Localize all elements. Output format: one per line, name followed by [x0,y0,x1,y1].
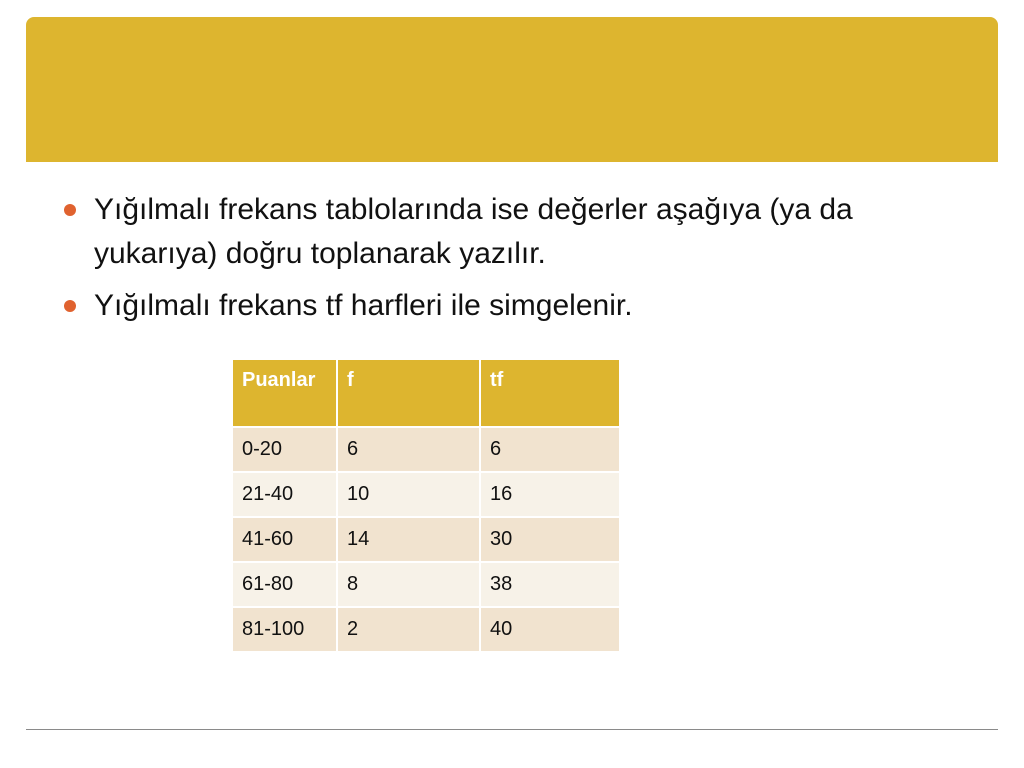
header-f: f [336,358,481,428]
cell-puanlar: 21-40 [231,471,338,518]
bullet-dot-icon [64,300,76,312]
bullet-text: Yığılmalı frekans tf harfleri ile simgel… [94,289,633,322]
bullet-list: Yığılmalı frekans tablolarında ise değer… [64,188,964,336]
cell-f: 6 [336,426,481,473]
cell-puanlar: 61-80 [231,561,338,608]
cell-f: 14 [336,516,481,563]
table-row: 61-80 8 38 [231,561,621,608]
table-row: 21-40 10 16 [231,471,621,518]
table-row: 81-100 2 40 [231,606,621,653]
cell-f: 2 [336,606,481,653]
cell-tf: 38 [479,561,621,608]
footer-divider [26,729,998,730]
cell-puanlar: 0-20 [231,426,338,473]
cell-puanlar: 41-60 [231,516,338,563]
bullet-dot-icon [64,204,76,216]
cell-puanlar: 81-100 [231,606,338,653]
cell-tf: 40 [479,606,621,653]
cell-f: 8 [336,561,481,608]
frequency-table: Puanlar f tf 0-20 6 6 21-40 10 16 41-60 … [231,358,621,653]
cell-f: 10 [336,471,481,518]
header-tf: tf [479,358,621,428]
header-puanlar: Puanlar [231,358,338,428]
cell-tf: 6 [479,426,621,473]
bullet-item: Yığılmalı frekans tablolarında ise değer… [64,188,964,276]
title-banner [26,17,998,162]
bullet-text: Yığılmalı frekans tablolarında ise değer… [94,193,853,270]
table-row: 0-20 6 6 [231,426,621,473]
table-row: 41-60 14 30 [231,516,621,563]
bullet-item: Yığılmalı frekans tf harfleri ile simgel… [64,284,964,328]
cell-tf: 16 [479,471,621,518]
cell-tf: 30 [479,516,621,563]
table-header-row: Puanlar f tf [231,358,621,428]
